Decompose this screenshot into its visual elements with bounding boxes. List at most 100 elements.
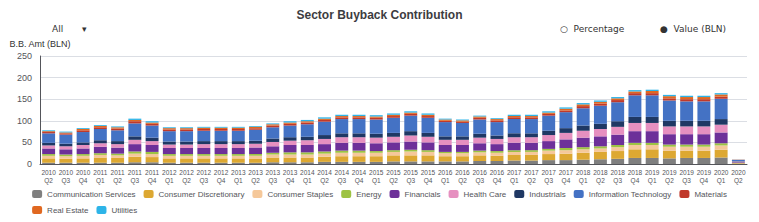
svg-text:Q3: Q3 [268,177,277,185]
svg-text:Q4: Q4 [79,177,88,185]
svg-text:2018: 2018 [576,169,591,176]
svg-text:2016: 2016 [438,169,453,176]
svg-text:2012: 2012 [197,169,212,176]
svg-text:Q4: Q4 [355,177,364,185]
svg-text:Q4: Q4 [493,177,502,185]
svg-text:2018: 2018 [593,169,608,176]
svg-text:2011: 2011 [111,169,125,176]
svg-text:2018: 2018 [628,169,643,176]
svg-text:2012: 2012 [179,169,194,176]
svg-text:150: 150 [17,94,32,104]
svg-text:Consumer Discretionary: Consumer Discretionary [159,190,245,199]
svg-text:Q4: Q4 [631,177,640,185]
svg-text:Q1: Q1 [234,177,243,185]
svg-text:50: 50 [22,137,32,147]
svg-text:Q3: Q3 [544,177,553,185]
svg-text:2010: 2010 [76,169,91,176]
svg-text:▾: ▾ [82,24,87,34]
svg-text:2019: 2019 [662,169,677,176]
svg-text:2020: 2020 [714,169,729,176]
svg-text:2016: 2016 [455,169,470,176]
svg-text:Q2: Q2 [389,177,398,185]
svg-text:Consumer Staples: Consumer Staples [267,190,333,199]
svg-text:● Value (BLN): ● Value (BLN) [660,24,726,34]
svg-text:Q1: Q1 [441,177,450,185]
svg-text:Q2: Q2 [527,177,536,185]
svg-text:2019: 2019 [697,169,712,176]
svg-text:Q2: Q2 [458,177,467,185]
svg-text:Industrials: Industrials [529,190,565,199]
svg-text:Q1: Q1 [165,177,174,185]
svg-text:Communication Services: Communication Services [47,190,135,199]
svg-text:Q4: Q4 [217,177,226,185]
svg-text:Financials: Financials [405,190,441,199]
svg-text:Q3: Q3 [613,177,622,185]
svg-text:Q2: Q2 [182,177,191,185]
svg-text:2013: 2013 [283,169,298,176]
svg-text:2013: 2013 [266,169,281,176]
svg-text:Information Technology: Information Technology [589,190,672,199]
svg-text:2011: 2011 [128,169,142,176]
svg-text:Q2: Q2 [44,177,53,185]
svg-text:2015: 2015 [386,169,401,176]
svg-text:Q1: Q1 [372,177,381,185]
svg-text:Q2: Q2 [113,177,122,185]
svg-text:2017: 2017 [559,169,574,176]
svg-text:0: 0 [27,159,32,169]
svg-text:Q3: Q3 [62,177,71,185]
svg-text:2020: 2020 [731,169,746,176]
svg-text:All: All [52,24,63,34]
svg-text:Q1: Q1 [648,177,657,185]
svg-text:2019: 2019 [645,169,660,176]
svg-text:2015: 2015 [404,169,419,176]
svg-text:2012: 2012 [162,169,177,176]
svg-text:2010: 2010 [59,169,74,176]
svg-text:2013: 2013 [231,169,246,176]
svg-text:Health Care: Health Care [464,190,507,199]
svg-text:Q1: Q1 [717,177,726,185]
svg-text:Q4: Q4 [148,177,157,185]
svg-text:Q3: Q3 [682,177,691,185]
svg-text:Q1: Q1 [579,177,588,185]
svg-text:2013: 2013 [248,169,263,176]
svg-text:Q1: Q1 [510,177,519,185]
svg-text:2017: 2017 [541,169,556,176]
svg-text:2014: 2014 [335,169,350,176]
svg-text:Utilities: Utilities [111,206,137,215]
svg-text:2014: 2014 [352,169,367,176]
svg-text:2014: 2014 [300,169,315,176]
svg-text:Q3: Q3 [337,177,346,185]
svg-text:Materials: Materials [694,190,726,199]
svg-text:Energy: Energy [356,190,381,199]
svg-text:Q4: Q4 [700,177,709,185]
svg-text:2015: 2015 [421,169,436,176]
svg-text:Q3: Q3 [199,177,208,185]
svg-text:Q1: Q1 [96,177,105,185]
svg-text:B.B. Amt (BLN): B.B. Amt (BLN) [9,39,70,49]
svg-text:Sector Buyback Contribution: Sector Buyback Contribution [296,8,462,22]
svg-text:2011: 2011 [145,169,159,176]
svg-text:Q4: Q4 [562,177,571,185]
svg-text:2016: 2016 [472,169,487,176]
svg-text:2014: 2014 [317,169,332,176]
svg-text:Q3: Q3 [131,177,140,185]
svg-text:100: 100 [17,116,32,126]
svg-text:250: 250 [17,51,32,61]
svg-text:Q4: Q4 [286,177,295,185]
svg-text:Q2: Q2 [320,177,329,185]
svg-text:Q1: Q1 [303,177,312,185]
svg-text:2015: 2015 [369,169,384,176]
svg-text:2011: 2011 [93,169,107,176]
svg-text:Q3: Q3 [406,177,415,185]
svg-text:Q2: Q2 [665,177,674,185]
svg-text:2018: 2018 [610,169,625,176]
svg-text:Q2: Q2 [596,177,605,185]
svg-text:Real Estate: Real Estate [47,206,89,215]
svg-text:Q2: Q2 [251,177,260,185]
svg-text:○ Percentage: ○ Percentage [560,24,625,34]
svg-text:Q2: Q2 [734,177,743,185]
svg-text:2017: 2017 [507,169,522,176]
svg-text:2012: 2012 [214,169,229,176]
svg-text:200: 200 [17,73,32,83]
svg-text:Q4: Q4 [424,177,433,185]
